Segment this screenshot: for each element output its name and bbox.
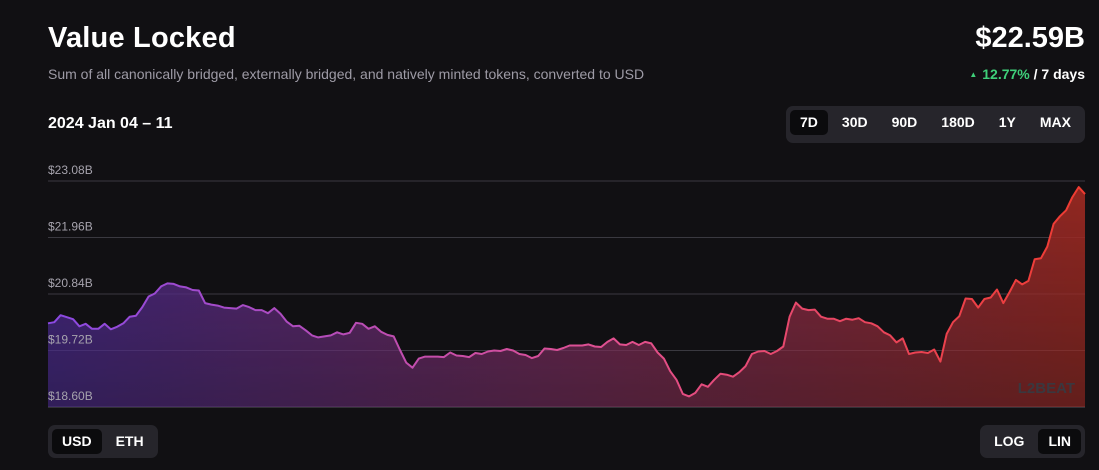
- page-subtitle: Sum of all canonically bridged, external…: [48, 66, 645, 82]
- y-tick-label: $19.72B: [48, 333, 93, 347]
- total-value: $22.59B: [975, 22, 1085, 54]
- y-tick-label: $23.08B: [48, 163, 93, 177]
- scale-log-button[interactable]: LOG: [994, 433, 1025, 449]
- y-tick-label: $20.84B: [48, 276, 93, 290]
- value-locked-chart: $18.60B $19.72B $20.84B $21.96B $23.08B L2BE…: [47, 163, 1086, 408]
- watermark-logo: L2BEAT: [1018, 380, 1075, 397]
- currency-eth-button[interactable]: ETH: [115, 433, 144, 449]
- timeframe-max-button[interactable]: MAX: [1039, 114, 1071, 130]
- y-tick-label: $21.96B: [48, 220, 93, 234]
- timeframe-selector: 7D 30D 90D 180D 1Y MAX: [786, 106, 1085, 143]
- page-title: Value Locked: [48, 22, 236, 54]
- change-period: / 7 days: [1033, 66, 1085, 82]
- series-line: [47, 186, 1086, 398]
- date-range: 2024 Jan 04 – 11: [48, 115, 173, 132]
- scale-lin-button[interactable]: LIN: [1038, 429, 1081, 454]
- change-percent: 12.77%: [982, 66, 1030, 82]
- timeframe-90d-button[interactable]: 90D: [891, 114, 918, 130]
- currency-selector: USD ETH: [48, 425, 158, 458]
- change-indicator: ▲ 12.77% / 7 days: [969, 66, 1085, 82]
- timeframe-30d-button[interactable]: 30D: [841, 114, 868, 130]
- currency-usd-button[interactable]: USD: [52, 429, 102, 454]
- scale-selector: LOG LIN: [980, 425, 1085, 458]
- up-arrow-icon: ▲: [969, 70, 978, 79]
- timeframe-1y-button[interactable]: 1Y: [998, 114, 1016, 130]
- area-fill: [48, 187, 1085, 407]
- y-tick-label: $18.60B: [48, 389, 93, 403]
- timeframe-7d-button[interactable]: 7D: [790, 110, 828, 135]
- timeframe-180d-button[interactable]: 180D: [941, 114, 975, 130]
